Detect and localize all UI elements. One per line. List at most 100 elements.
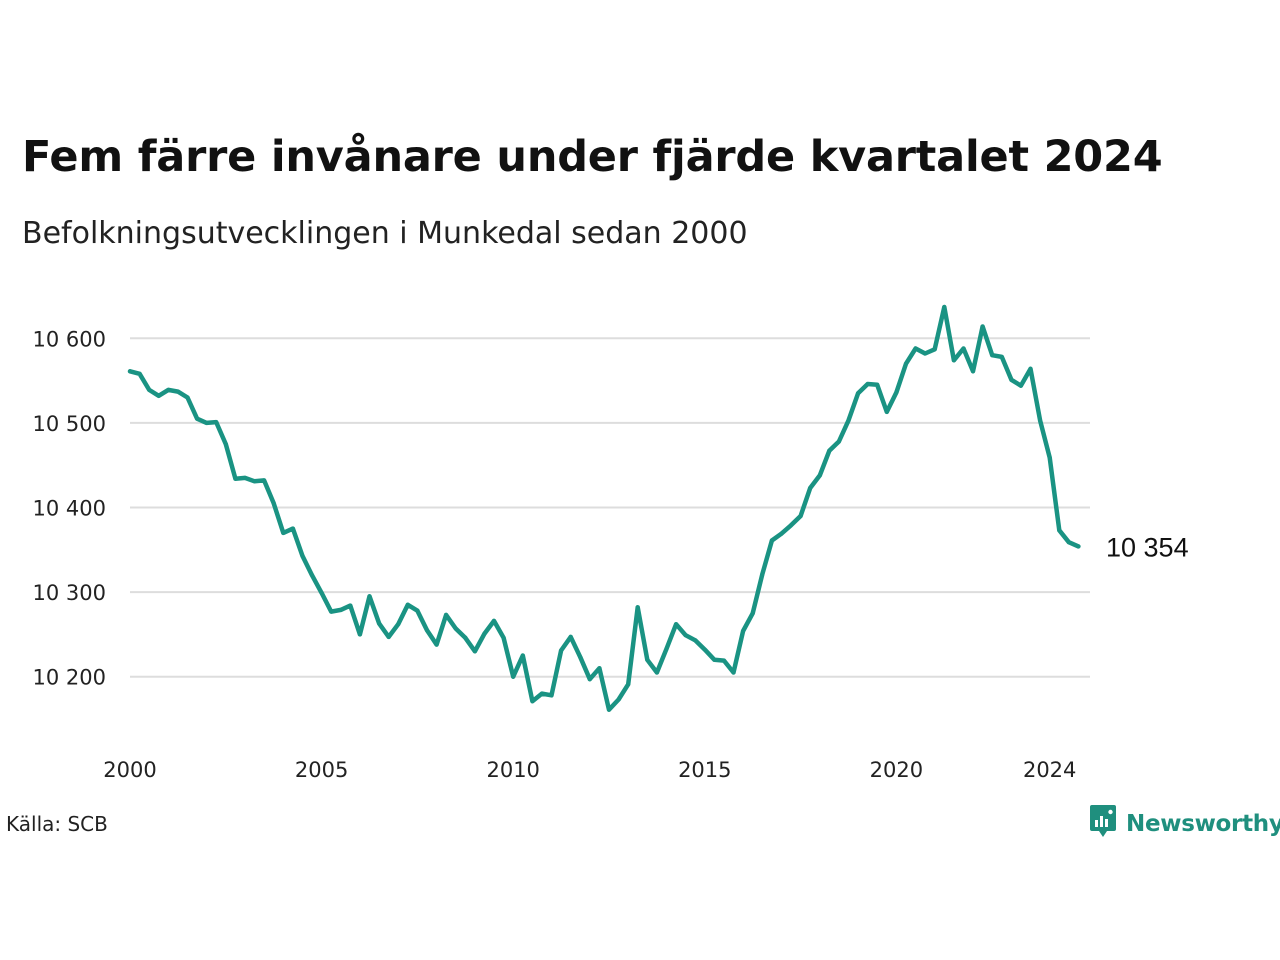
data-point bbox=[846, 418, 851, 423]
data-point bbox=[999, 354, 1004, 359]
data-point bbox=[386, 634, 391, 639]
data-point bbox=[434, 642, 439, 647]
data-point bbox=[195, 416, 200, 421]
data-point bbox=[1018, 383, 1023, 388]
data-point bbox=[808, 486, 813, 490]
data-point bbox=[951, 358, 956, 363]
data-point bbox=[425, 628, 429, 633]
data-point bbox=[932, 347, 937, 352]
data-point bbox=[367, 594, 372, 599]
data-point bbox=[1066, 540, 1071, 545]
data-point bbox=[779, 531, 784, 536]
data-point bbox=[884, 409, 889, 414]
data-point bbox=[1047, 455, 1052, 460]
data-point bbox=[243, 475, 247, 480]
data-point bbox=[1076, 544, 1081, 549]
data-point bbox=[722, 658, 726, 663]
data-point bbox=[128, 369, 132, 374]
chart-title: Fem färre invånare under fjärde kvartale… bbox=[22, 132, 1163, 182]
y-tick-label: 10 400 bbox=[33, 497, 106, 521]
data-point bbox=[175, 389, 180, 394]
chart-subtitle: Befolkningsutvecklingen i Munkedal sedan… bbox=[22, 216, 748, 251]
data-point bbox=[827, 448, 832, 453]
x-tick-label: 2024 bbox=[1023, 758, 1076, 782]
data-point bbox=[760, 572, 765, 577]
data-point bbox=[587, 677, 592, 682]
data-point bbox=[549, 693, 554, 698]
data-point bbox=[271, 501, 276, 506]
y-axis-ticks: 10 200 10 300 10 400 10 500 10 600 bbox=[33, 327, 106, 689]
data-point bbox=[769, 538, 774, 543]
data-point bbox=[415, 608, 420, 613]
data-point bbox=[942, 305, 947, 309]
data-point bbox=[501, 635, 506, 640]
data-point bbox=[923, 351, 928, 356]
brand-logo: Newsworthy bbox=[1088, 804, 1280, 844]
data-point bbox=[472, 649, 477, 654]
data-point bbox=[616, 697, 621, 702]
data-point bbox=[674, 622, 679, 627]
data-point bbox=[578, 655, 583, 660]
y-tick-label: 10 300 bbox=[33, 581, 106, 605]
data-point bbox=[607, 707, 611, 712]
data-point bbox=[377, 621, 382, 626]
data-point bbox=[990, 353, 995, 358]
data-point bbox=[539, 691, 544, 696]
data-point bbox=[252, 479, 257, 484]
data-point bbox=[185, 395, 190, 400]
data-point bbox=[961, 346, 966, 351]
x-tick-label: 2015 bbox=[678, 758, 731, 782]
gridlines bbox=[130, 337, 1090, 678]
data-point bbox=[654, 670, 659, 675]
data-point bbox=[482, 631, 487, 636]
data-point bbox=[262, 478, 267, 483]
data-point bbox=[693, 638, 698, 643]
series-line-0 bbox=[127, 304, 1081, 712]
data-point bbox=[453, 626, 458, 631]
data-point bbox=[750, 611, 755, 616]
data-point bbox=[1009, 377, 1014, 382]
y-tick-label: 10 600 bbox=[33, 327, 106, 351]
data-point bbox=[559, 648, 564, 653]
data-point bbox=[405, 602, 410, 607]
data-point bbox=[894, 390, 899, 395]
data-point bbox=[597, 666, 602, 671]
data-point bbox=[731, 670, 736, 675]
x-tick-label: 2010 bbox=[486, 758, 539, 782]
x-tick-label: 2005 bbox=[295, 758, 348, 782]
data-point bbox=[856, 391, 861, 396]
data-point bbox=[702, 647, 707, 652]
data-point bbox=[156, 393, 161, 398]
data-point bbox=[444, 612, 449, 617]
data-point bbox=[836, 439, 841, 444]
data-point bbox=[1057, 528, 1062, 533]
data-point bbox=[357, 632, 362, 637]
series-layer bbox=[127, 304, 1081, 712]
data-point bbox=[875, 382, 880, 387]
data-point bbox=[971, 369, 975, 374]
y-tick-label: 10 500 bbox=[33, 412, 106, 436]
data-point bbox=[664, 646, 669, 651]
data-point bbox=[329, 609, 334, 614]
data-point bbox=[741, 629, 746, 633]
data-point bbox=[798, 514, 803, 518]
data-point bbox=[568, 634, 573, 639]
newsworthy-logo-icon bbox=[1088, 804, 1118, 844]
data-point bbox=[1028, 366, 1033, 371]
data-point bbox=[281, 530, 286, 535]
data-point bbox=[530, 699, 535, 704]
data-point bbox=[980, 324, 985, 329]
data-point bbox=[166, 387, 171, 392]
data-point bbox=[511, 674, 516, 679]
x-tick-label: 2000 bbox=[103, 758, 156, 782]
brand-name: Newsworthy bbox=[1126, 811, 1280, 837]
data-point bbox=[223, 442, 228, 447]
data-point bbox=[290, 526, 295, 531]
source-note: Källa: SCB bbox=[6, 812, 108, 836]
data-point bbox=[712, 657, 717, 662]
x-tick-label: 2020 bbox=[870, 758, 923, 782]
data-point bbox=[338, 607, 343, 612]
data-point bbox=[348, 603, 353, 608]
data-point bbox=[463, 635, 468, 640]
